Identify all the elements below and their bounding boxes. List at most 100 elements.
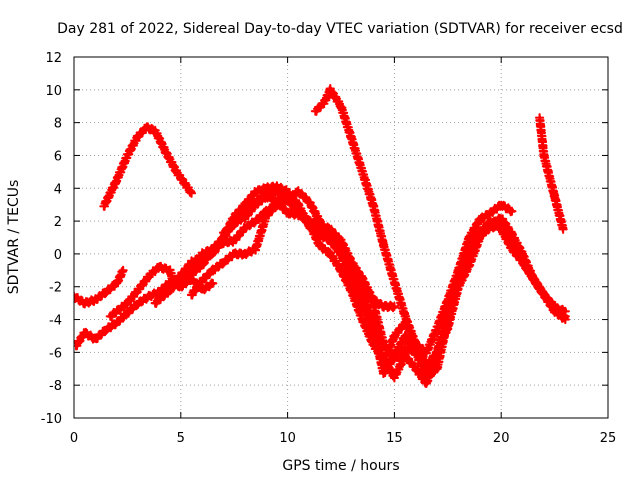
data-point xyxy=(318,220,321,222)
data-point xyxy=(425,351,428,354)
data-point xyxy=(83,331,86,334)
data-point xyxy=(382,305,385,308)
data-point xyxy=(553,195,556,198)
data-point xyxy=(314,110,317,112)
data-point xyxy=(543,154,545,157)
data-point xyxy=(137,289,139,291)
data-point xyxy=(323,102,325,104)
x-tick-label: 20 xyxy=(493,431,510,446)
data-point xyxy=(286,212,289,214)
data-point xyxy=(148,295,150,298)
data-point xyxy=(393,305,396,308)
data-point xyxy=(361,277,364,280)
y-tick-label: -10 xyxy=(41,412,62,427)
data-point xyxy=(361,294,364,296)
y-tick-label: 12 xyxy=(45,51,62,66)
tick-labels: 0 5 10 15 20 25 -10 -8 -6 -4 -2 0 2 4 6 8 10 12 xyxy=(41,51,617,446)
data-point xyxy=(361,318,364,321)
data-point xyxy=(511,233,513,235)
y-tick-label: 4 xyxy=(54,182,62,197)
data-point xyxy=(212,248,214,250)
data-point xyxy=(75,345,77,347)
data-point xyxy=(167,285,169,288)
data-point xyxy=(244,212,246,214)
data-point xyxy=(564,310,567,313)
data-point xyxy=(115,282,118,285)
data-point xyxy=(361,171,364,173)
chart-title: Day 281 of 2022, Sidereal Day-to-day VTE… xyxy=(57,21,623,37)
data-point xyxy=(425,382,428,385)
data-point xyxy=(190,272,193,275)
y-tick-label: 0 xyxy=(54,248,62,263)
series-arc-10 xyxy=(310,84,442,374)
data-point xyxy=(233,253,235,255)
data-point xyxy=(340,240,342,242)
data-point xyxy=(115,322,118,324)
data-point xyxy=(404,348,406,350)
data-point xyxy=(126,154,129,157)
data-point xyxy=(126,312,129,314)
data-point xyxy=(105,328,107,331)
data-point xyxy=(233,223,235,226)
data-point xyxy=(404,315,406,318)
data-point xyxy=(150,272,152,275)
data-point xyxy=(201,279,203,282)
data-point xyxy=(201,264,203,267)
data-point xyxy=(165,151,167,153)
data-point xyxy=(244,226,246,229)
series-arc-11 xyxy=(535,113,568,234)
data-point xyxy=(154,130,156,132)
plot-frame xyxy=(73,56,609,419)
data-point xyxy=(222,261,225,263)
data-point xyxy=(538,116,541,119)
data-point xyxy=(94,338,97,341)
data-point xyxy=(105,290,107,293)
data-point xyxy=(350,269,353,272)
data-point xyxy=(553,307,556,309)
data-point xyxy=(233,240,235,242)
data-point xyxy=(297,190,300,193)
data-point xyxy=(340,105,342,107)
data-point xyxy=(180,274,182,277)
data-point xyxy=(265,194,268,196)
data-point xyxy=(468,264,471,267)
y-tick-label: -2 xyxy=(49,281,62,296)
data-point xyxy=(489,212,492,214)
data-point xyxy=(564,315,567,318)
y-tick-label: 2 xyxy=(54,215,62,230)
x-tick-label: 10 xyxy=(279,431,296,446)
data-point xyxy=(190,261,193,263)
data-point xyxy=(393,376,396,378)
data-point xyxy=(276,190,278,193)
data-point xyxy=(372,299,374,301)
data-point xyxy=(83,302,86,304)
x-tick-label: 15 xyxy=(386,431,403,446)
data-point xyxy=(109,315,112,318)
data-point xyxy=(190,294,193,296)
data-point xyxy=(489,223,492,226)
y-tick-label: -8 xyxy=(49,379,62,394)
data-point xyxy=(393,335,396,337)
data-point xyxy=(297,203,300,206)
y-tick-label: -6 xyxy=(49,346,62,361)
data-point xyxy=(511,244,513,247)
data-point xyxy=(265,187,268,190)
data-point xyxy=(329,228,332,231)
data-point xyxy=(329,253,332,255)
data-point xyxy=(436,327,438,329)
data-point xyxy=(175,171,178,173)
data-point xyxy=(562,228,564,231)
data-point xyxy=(404,335,406,337)
data-point xyxy=(122,269,124,272)
data-point xyxy=(372,343,374,346)
data-point xyxy=(318,244,321,247)
data-point xyxy=(126,302,129,304)
data-point xyxy=(404,354,406,357)
data-point xyxy=(457,269,460,272)
data-point xyxy=(154,302,156,304)
data-point xyxy=(436,351,438,354)
x-tick-label: 5 xyxy=(177,431,185,446)
data-point xyxy=(212,282,214,285)
data-point xyxy=(543,294,545,296)
